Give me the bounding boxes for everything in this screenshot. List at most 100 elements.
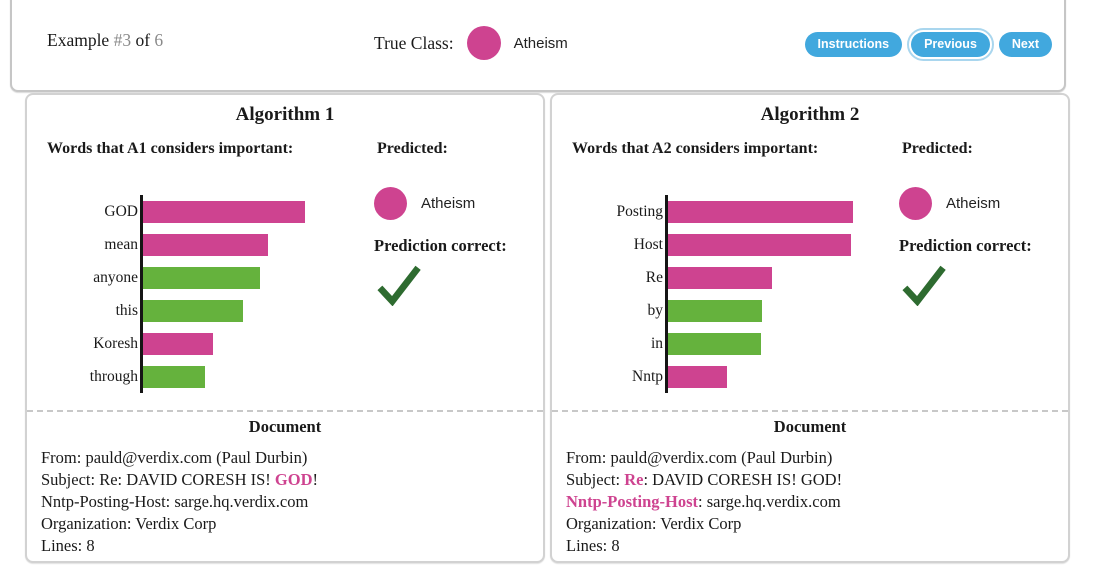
bar-word-label: mean: [104, 235, 138, 253]
highlighted-word: Nntp-Posting-Host: [566, 492, 699, 511]
predicted-heading: Predicted:: [377, 140, 448, 157]
bar-track: [140, 195, 357, 228]
instructions-button[interactable]: Instructions: [804, 32, 903, 57]
document-text: Subject:: [566, 470, 625, 489]
bar-row: by: [572, 294, 882, 327]
prediction-column: Atheism Prediction correct:: [374, 187, 534, 311]
example-prefix: Example: [47, 30, 110, 50]
bar-word-label: in: [650, 334, 663, 352]
bar-word-label: Posting: [616, 202, 663, 220]
example-total: 6: [154, 30, 164, 50]
document-separator: [552, 410, 1068, 412]
panel-title: Algorithm 2: [760, 104, 860, 125]
words-important-heading: Words that A1 considers important:: [47, 140, 294, 157]
bar-track: [140, 261, 357, 294]
bar-word-label: GOD: [104, 202, 138, 220]
previous-button[interactable]: Previous: [907, 28, 994, 61]
bar-track: [665, 195, 882, 228]
document-body: From: pauld@verdix.com (Paul Durbin) Subj…: [41, 447, 535, 557]
next-button[interactable]: Next: [998, 32, 1052, 57]
bar-word-label: Nntp: [632, 367, 663, 385]
bar-track: [665, 360, 882, 393]
document-line: From: pauld@verdix.com (Paul Durbin): [566, 447, 1060, 469]
prediction-correct-heading: Prediction correct:: [374, 236, 507, 255]
document-line: Subject: Re: DAVID CORESH IS! GOD!: [41, 469, 535, 491]
example-counter: Example #3 of 6: [47, 30, 163, 51]
document-text: Lines: 8: [41, 536, 95, 555]
importance-bar: [143, 332, 213, 355]
document-text: Nntp-Posting-Host: sarge.hq.verdix.com: [41, 492, 309, 511]
bar-row: Koresh: [47, 327, 357, 360]
highlighted-word: Re: [624, 470, 644, 489]
document-body: From: pauld@verdix.com (Paul Durbin) Subj…: [566, 447, 1060, 557]
bar-track: [665, 228, 882, 261]
predicted-class-name: Atheism: [946, 195, 1001, 212]
document-heading: Document: [248, 417, 322, 436]
predicted-heading: Predicted:: [902, 140, 973, 157]
predicted-class-name: Atheism: [421, 195, 476, 212]
bar-word-label: Re: [645, 268, 663, 286]
bar-track: [665, 327, 882, 360]
bar-row: in: [572, 327, 882, 360]
bar-track: [665, 261, 882, 294]
document-text: From: pauld@verdix.com (Paul Durbin): [41, 448, 308, 467]
document-line: Organization: Verdix Corp: [41, 513, 535, 535]
bar-row: anyone: [47, 261, 357, 294]
predicted-class-group: Atheism: [374, 187, 534, 220]
document-text: Organization: Verdix Corp: [41, 514, 217, 533]
importance-bar: [668, 332, 761, 355]
importance-bar: [668, 200, 853, 223]
bar-track: [140, 228, 357, 261]
importance-bar: [143, 365, 205, 388]
document-line: Nntp-Posting-Host: sarge.hq.verdix.com: [566, 491, 1060, 513]
bar-word-label: this: [115, 301, 138, 319]
bar-word-label: anyone: [93, 268, 138, 286]
algorithm-1-panel: Algorithm 1 Words that A1 considers impo…: [25, 93, 545, 563]
bar-track: [140, 360, 357, 393]
bar-track: [140, 294, 357, 327]
bar-track: [140, 327, 357, 360]
bar-row: mean: [47, 228, 357, 261]
document-text: Subject: Re: DAVID CORESH IS!: [41, 470, 275, 489]
document-text: : DAVID CORESH IS! GOD!: [643, 470, 843, 489]
bar-row: this: [47, 294, 357, 327]
bar-row: Re: [572, 261, 882, 294]
prediction-column: Atheism Prediction correct:: [899, 187, 1059, 311]
document-line: Nntp-Posting-Host: sarge.hq.verdix.com: [41, 491, 535, 513]
importance-bar: [668, 299, 762, 322]
bar-word-label: through: [89, 367, 138, 385]
document-text: Organization: Verdix Corp: [566, 514, 742, 533]
document-heading: Document: [773, 417, 847, 436]
document-text: !: [312, 470, 319, 489]
bar-row: Host: [572, 228, 882, 261]
bar-word-label: Host: [633, 235, 663, 253]
bar-row: GOD: [47, 195, 357, 228]
document-line: Subject: Re: DAVID CORESH IS! GOD!: [566, 469, 1060, 491]
importance-bar: [143, 200, 305, 223]
bar-track: [665, 294, 882, 327]
checkmark-icon: [902, 265, 946, 307]
example-number: #3: [113, 30, 132, 50]
header-bar: Example #3 of 6 True Class: Atheism Inst…: [10, 0, 1066, 92]
importance-bar: [143, 266, 260, 289]
bar-word-label: Koresh: [93, 334, 138, 352]
true-class-label: True Class:: [374, 32, 454, 53]
bar-row: Posting: [572, 195, 882, 228]
document-text: From: pauld@verdix.com (Paul Durbin): [566, 448, 833, 467]
true-class-color-dot: [466, 26, 501, 60]
predicted-class-color-dot: [899, 187, 932, 220]
document-line: Organization: Verdix Corp: [566, 513, 1060, 535]
bar-row: Nntp: [572, 360, 882, 393]
true-class-name: Atheism: [513, 34, 568, 52]
document-text: Lines: 8: [566, 536, 620, 555]
bar-row: through: [47, 360, 357, 393]
checkmark-icon: [377, 265, 421, 307]
predicted-class-group: Atheism: [899, 187, 1059, 220]
word-importance-chart: Posting Host Re by in Nntp: [572, 195, 882, 393]
importance-bar: [143, 233, 268, 256]
importance-bar: [668, 266, 772, 289]
document-text: : sarge.hq.verdix.com: [698, 492, 841, 511]
panel-title: Algorithm 1: [235, 104, 335, 125]
importance-bar: [668, 365, 727, 388]
document-line: Lines: 8: [566, 535, 1060, 557]
